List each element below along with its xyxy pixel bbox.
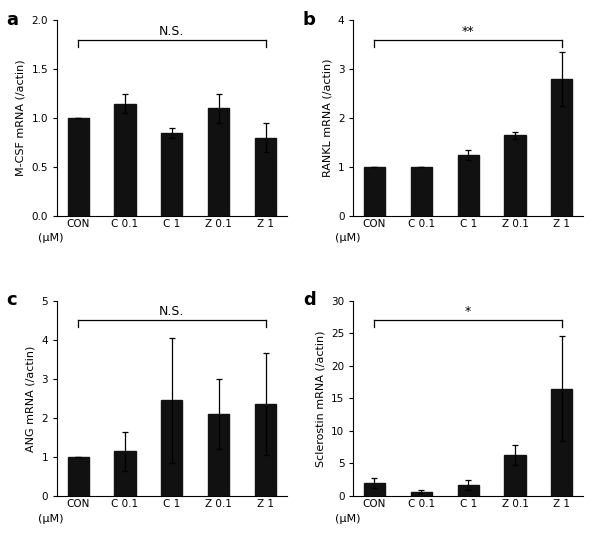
Bar: [115, 104, 135, 216]
Bar: [457, 485, 479, 496]
Bar: [411, 491, 432, 496]
Bar: [162, 133, 182, 216]
Bar: [457, 155, 479, 216]
Y-axis label: ANG mRNA (/actin): ANG mRNA (/actin): [26, 345, 36, 452]
Text: (μM): (μM): [334, 514, 360, 524]
Bar: [115, 451, 135, 496]
Bar: [255, 138, 276, 216]
Bar: [162, 400, 182, 496]
Text: d: d: [303, 291, 316, 309]
Bar: [411, 167, 432, 216]
Bar: [551, 79, 573, 216]
Text: **: **: [462, 25, 475, 38]
Text: c: c: [7, 291, 17, 309]
Bar: [364, 483, 385, 496]
Text: *: *: [465, 305, 471, 318]
Text: a: a: [7, 11, 18, 29]
Text: N.S.: N.S.: [159, 25, 185, 38]
Bar: [68, 118, 89, 216]
Bar: [255, 404, 276, 496]
Text: N.S.: N.S.: [159, 305, 185, 318]
Bar: [504, 455, 526, 496]
Text: b: b: [303, 11, 316, 29]
Bar: [68, 457, 89, 496]
Text: (μM): (μM): [38, 514, 64, 524]
Bar: [208, 108, 229, 216]
Y-axis label: RANKL mRNA (/actin): RANKL mRNA (/actin): [322, 59, 332, 177]
Bar: [551, 389, 573, 496]
Bar: [364, 167, 385, 216]
Bar: [504, 135, 526, 216]
Text: (μM): (μM): [334, 233, 360, 244]
Y-axis label: M-CSF mRNA (/actin): M-CSF mRNA (/actin): [16, 60, 26, 176]
Bar: [208, 414, 229, 496]
Y-axis label: Sclerostin mRNA (/actin): Sclerostin mRNA (/actin): [315, 330, 326, 467]
Text: (μM): (μM): [38, 233, 64, 244]
